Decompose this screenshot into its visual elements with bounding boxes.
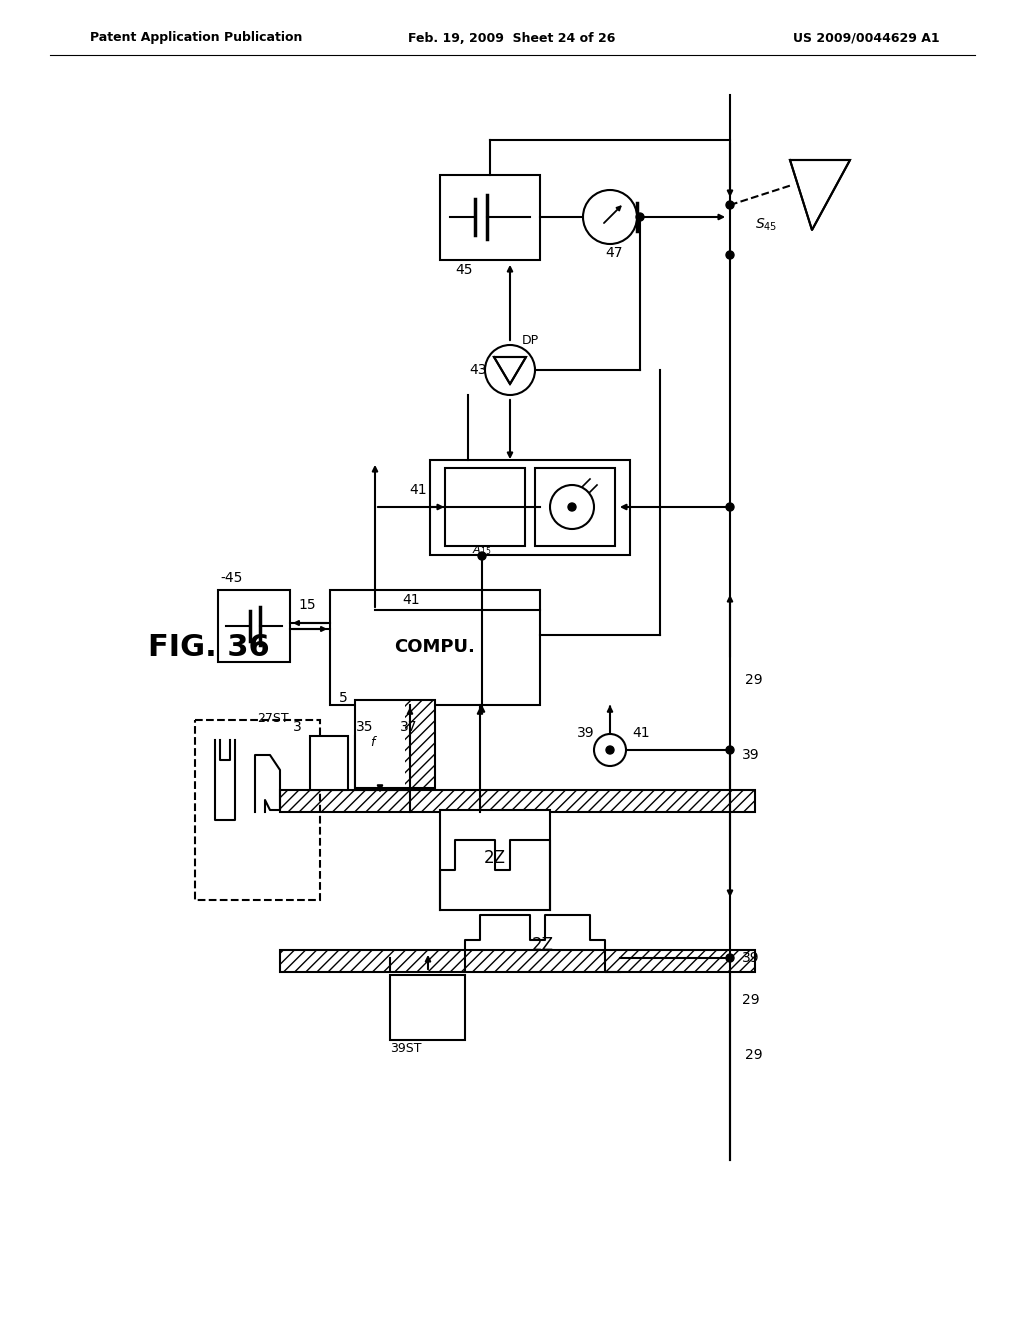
Text: US 2009/0044629 A1: US 2009/0044629 A1 bbox=[794, 32, 940, 45]
Text: 2Z: 2Z bbox=[484, 849, 506, 867]
Text: 43: 43 bbox=[469, 363, 487, 378]
Text: 3: 3 bbox=[293, 719, 302, 734]
Text: f: f bbox=[370, 737, 375, 750]
Circle shape bbox=[726, 954, 734, 962]
Text: 39ST: 39ST bbox=[390, 1041, 422, 1055]
Text: 27ST: 27ST bbox=[257, 711, 289, 725]
Text: 15: 15 bbox=[298, 598, 316, 612]
Bar bbox=[440, 176, 540, 260]
Text: 29: 29 bbox=[742, 993, 760, 1007]
Text: 35: 35 bbox=[356, 719, 374, 734]
Text: 29: 29 bbox=[745, 1048, 763, 1063]
Text: 41: 41 bbox=[410, 483, 427, 498]
Circle shape bbox=[726, 503, 734, 511]
Bar bbox=[445, 469, 525, 546]
Text: 37: 37 bbox=[400, 719, 418, 734]
Text: 39: 39 bbox=[742, 950, 760, 965]
Circle shape bbox=[636, 213, 644, 220]
Bar bbox=[195, 719, 319, 900]
Text: 41: 41 bbox=[402, 593, 420, 607]
Bar bbox=[280, 789, 755, 812]
Circle shape bbox=[485, 345, 535, 395]
Text: FIG. 36: FIG. 36 bbox=[148, 634, 269, 663]
Bar bbox=[310, 737, 348, 789]
Bar bbox=[280, 950, 755, 972]
Bar bbox=[430, 459, 630, 554]
Circle shape bbox=[583, 190, 637, 244]
Circle shape bbox=[568, 503, 575, 511]
Text: $S_{45}$: $S_{45}$ bbox=[755, 216, 777, 234]
Text: 41: 41 bbox=[632, 726, 649, 741]
Text: $A_{15}$: $A_{15}$ bbox=[472, 543, 492, 557]
Text: 2Z: 2Z bbox=[532, 936, 554, 954]
Text: COMPU.: COMPU. bbox=[394, 638, 475, 656]
Circle shape bbox=[550, 484, 594, 529]
Polygon shape bbox=[494, 356, 526, 384]
Bar bbox=[330, 590, 540, 705]
Text: 47: 47 bbox=[605, 246, 623, 260]
Bar bbox=[406, 700, 435, 788]
Bar bbox=[385, 737, 415, 789]
Text: 5: 5 bbox=[339, 690, 348, 705]
Text: 45: 45 bbox=[455, 263, 472, 277]
Circle shape bbox=[478, 552, 486, 560]
Bar bbox=[355, 700, 435, 788]
Circle shape bbox=[726, 746, 734, 754]
Text: 39: 39 bbox=[742, 748, 760, 762]
Text: Feb. 19, 2009  Sheet 24 of 26: Feb. 19, 2009 Sheet 24 of 26 bbox=[409, 32, 615, 45]
Circle shape bbox=[606, 746, 614, 754]
Text: 29: 29 bbox=[745, 673, 763, 686]
Circle shape bbox=[594, 734, 626, 766]
Bar bbox=[390, 975, 465, 1040]
Bar bbox=[440, 810, 550, 909]
Text: -45: -45 bbox=[220, 572, 243, 585]
Circle shape bbox=[726, 201, 734, 209]
Polygon shape bbox=[790, 160, 850, 230]
Bar bbox=[355, 737, 415, 789]
Circle shape bbox=[726, 251, 734, 259]
Text: 39: 39 bbox=[578, 726, 595, 741]
Text: DP: DP bbox=[522, 334, 539, 346]
Bar bbox=[218, 590, 290, 663]
Bar bbox=[535, 469, 615, 546]
Text: Patent Application Publication: Patent Application Publication bbox=[90, 32, 302, 45]
